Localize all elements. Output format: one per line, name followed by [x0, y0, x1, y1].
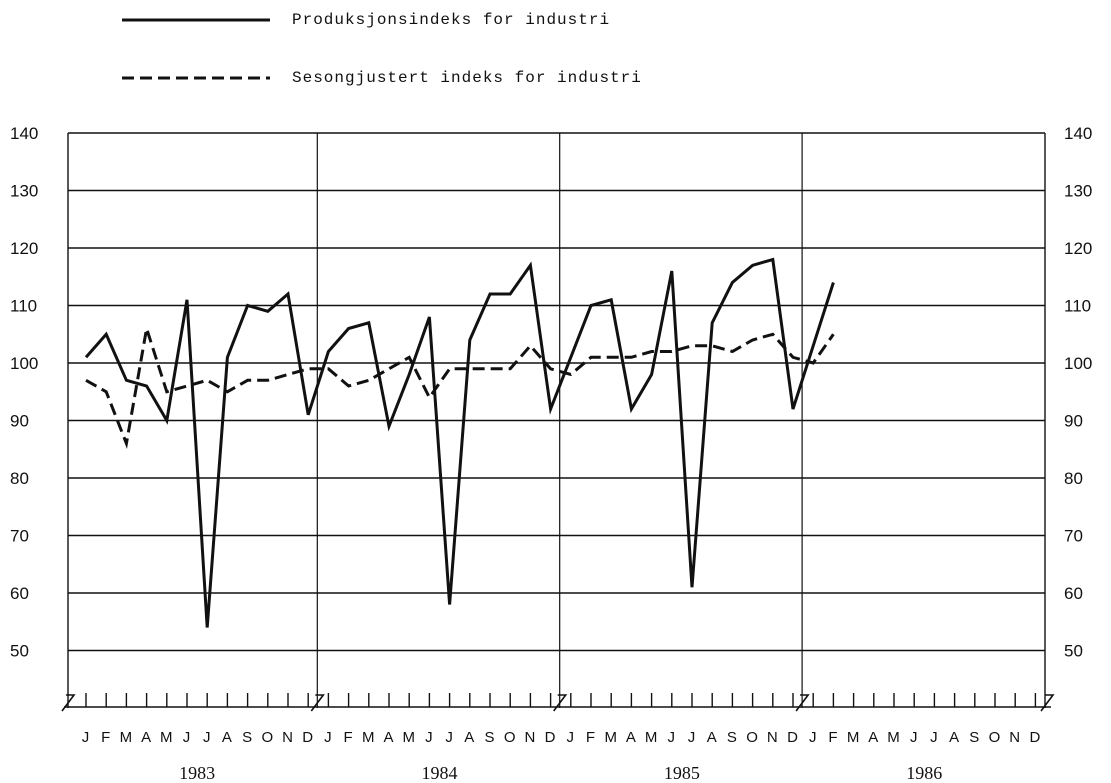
- month-label-47: D: [1029, 729, 1041, 746]
- y-tick-right-110: 110: [1064, 297, 1091, 316]
- month-label-41: J: [910, 729, 919, 746]
- month-label-21: O: [504, 729, 517, 746]
- month-label-17: J: [425, 729, 434, 746]
- month-label-1: F: [101, 729, 111, 746]
- year-label-1986: 1986: [906, 763, 942, 783]
- month-label-46: N: [1009, 729, 1021, 746]
- month-label-42: J: [930, 729, 939, 746]
- series-line-produksjonsindeks: [84, 257, 835, 628]
- y-tick-left-100: 100: [10, 354, 38, 373]
- month-label-5: J: [183, 729, 192, 746]
- month-label-23: D: [545, 729, 557, 746]
- month-label-27: A: [626, 729, 637, 746]
- y-tick-right-80: 80: [1064, 469, 1083, 488]
- y-tick-right-120: 120: [1064, 239, 1092, 258]
- month-label-10: N: [282, 729, 294, 746]
- legend-solid-label: Produksjonsindeks for industri: [292, 11, 610, 29]
- month-label-3: A: [141, 729, 152, 746]
- month-label-36: J: [809, 729, 818, 746]
- y-tick-left-90: 90: [10, 412, 29, 431]
- month-label-11: D: [302, 729, 314, 746]
- legend: Produksjonsindeks for industri Sesongjus…: [122, 11, 642, 87]
- y-tick-left-80: 80: [10, 469, 29, 488]
- month-label-45: O: [989, 729, 1002, 746]
- month-label-29: J: [668, 729, 677, 746]
- month-label-13: F: [344, 729, 354, 746]
- y-tick-right-140: 140: [1064, 124, 1092, 143]
- year-label-1985: 1985: [664, 763, 700, 783]
- month-label-28: M: [645, 729, 659, 746]
- month-label-6: J: [203, 729, 212, 746]
- month-label-44: S: [969, 729, 980, 746]
- month-label-32: S: [727, 729, 738, 746]
- y-tick-left-140: 140: [10, 124, 38, 143]
- series-line-sesongjustert: [85, 328, 835, 450]
- month-label-8: S: [242, 729, 253, 746]
- month-label-33: O: [746, 729, 759, 746]
- month-label-0: J: [82, 729, 91, 746]
- month-label-24: J: [567, 729, 576, 746]
- y-tick-right-50: 50: [1064, 642, 1083, 661]
- month-label-4: M: [160, 729, 174, 746]
- y-tick-right-70: 70: [1064, 527, 1083, 546]
- axis-break-3: [795, 694, 810, 712]
- month-label-12: J: [324, 729, 333, 746]
- axis-break-2: [553, 694, 568, 712]
- month-label-43: A: [949, 729, 960, 746]
- y-tick-left-130: 130: [10, 182, 38, 201]
- y-tick-left-60: 60: [10, 584, 29, 603]
- month-label-37: F: [828, 729, 838, 746]
- month-label-18: J: [445, 729, 454, 746]
- y-tick-left-70: 70: [10, 527, 29, 546]
- y-tick-right-60: 60: [1064, 584, 1083, 603]
- month-label-35: D: [787, 729, 799, 746]
- y-tick-right-130: 130: [1064, 182, 1092, 201]
- month-label-40: M: [887, 729, 901, 746]
- month-label-31: A: [707, 729, 718, 746]
- month-label-9: O: [261, 729, 274, 746]
- y-tick-left-110: 110: [10, 297, 37, 316]
- month-label-34: N: [767, 729, 779, 746]
- y-tick-right-100: 100: [1064, 354, 1092, 373]
- month-label-30: J: [688, 729, 697, 746]
- month-label-7: A: [222, 729, 233, 746]
- plot-area: 50 50 60 60 70 70 80 80 90 90 100 100 110 110 120 120 13…: [10, 124, 1092, 783]
- y-tick-left-120: 120: [10, 239, 38, 258]
- axis-break-0: [61, 694, 76, 712]
- year-label-1983: 1983: [179, 763, 215, 783]
- month-label-39: A: [868, 729, 879, 746]
- month-label-20: S: [484, 729, 495, 746]
- month-label-22: N: [524, 729, 536, 746]
- axis-break-4: [1040, 694, 1055, 712]
- month-label-25: F: [586, 729, 596, 746]
- year-label-1984: 1984: [422, 763, 458, 783]
- month-label-19: A: [464, 729, 475, 746]
- month-label-26: M: [604, 729, 618, 746]
- y-tick-left-50: 50: [10, 642, 29, 661]
- month-label-38: M: [847, 729, 861, 746]
- axis-break-1: [310, 694, 325, 712]
- y-tick-right-90: 90: [1064, 412, 1083, 431]
- month-label-2: M: [120, 729, 134, 746]
- month-label-14: M: [362, 729, 376, 746]
- month-label-16: M: [402, 729, 416, 746]
- month-label-15: A: [383, 729, 394, 746]
- legend-dashed-label: Sesongjustert indeks for industri: [292, 69, 642, 87]
